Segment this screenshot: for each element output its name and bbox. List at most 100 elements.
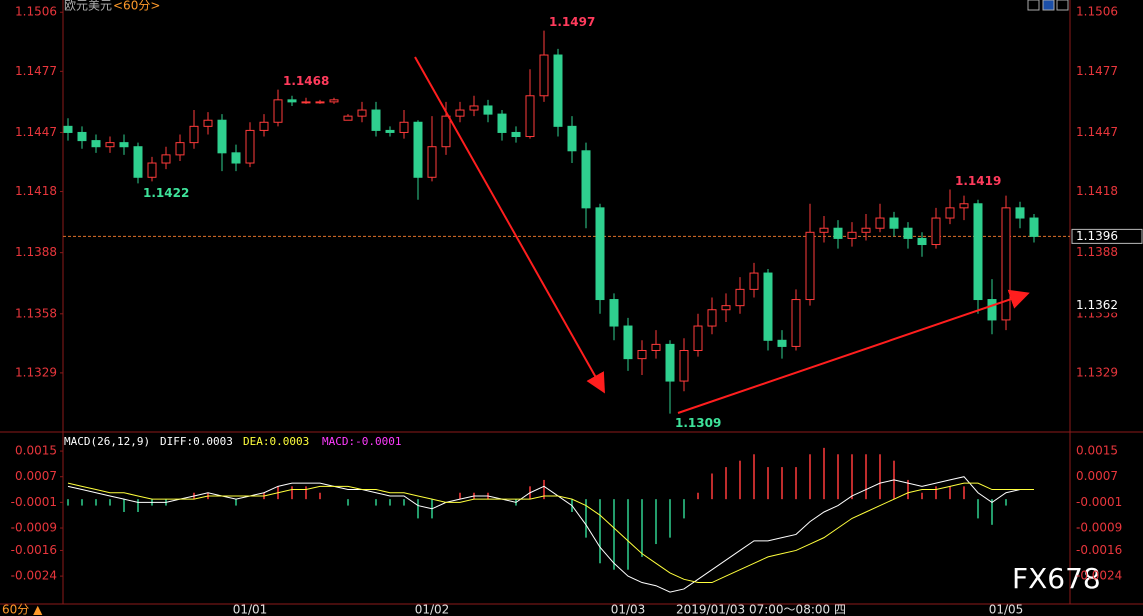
extreme-label: 1.1422 bbox=[143, 186, 189, 200]
candle-body bbox=[931, 217, 941, 246]
y-tick-label: 0.0015 bbox=[15, 444, 57, 458]
y-tick-label: 1.1388 bbox=[15, 245, 57, 259]
y-tick-label: -0.0009 bbox=[1076, 521, 1122, 535]
y-tick-label: 1.1477 bbox=[1076, 64, 1118, 78]
candle-body bbox=[847, 231, 857, 239]
y-tick-label: 1.1506 bbox=[15, 5, 57, 19]
candle-body bbox=[161, 154, 171, 164]
watermark: FX678 bbox=[1012, 562, 1101, 595]
candle-body bbox=[483, 105, 493, 115]
macd-line bbox=[67, 476, 1034, 593]
candle-body bbox=[721, 305, 731, 311]
candle-body bbox=[637, 349, 647, 360]
candle-body bbox=[511, 131, 521, 138]
candle-body bbox=[119, 142, 129, 148]
candle-body bbox=[105, 142, 115, 148]
macd-title: MACD(26,12,9) bbox=[64, 435, 150, 448]
extreme-label: 1.1497 bbox=[549, 15, 595, 29]
candle-body bbox=[805, 231, 815, 301]
y-tick-label: 0.0015 bbox=[1076, 444, 1118, 458]
candle-body bbox=[973, 203, 983, 301]
candle-body bbox=[665, 343, 675, 382]
x-tick-label: 01/03 bbox=[611, 603, 646, 616]
last-price-label: 1.1396 bbox=[1076, 229, 1118, 243]
icon[interactable] bbox=[1027, 0, 1040, 11]
candle-body bbox=[651, 343, 661, 351]
candle-body bbox=[1029, 217, 1039, 237]
candle-body bbox=[595, 207, 605, 301]
candle-body bbox=[1015, 207, 1025, 219]
candle-body bbox=[469, 105, 479, 111]
macd-line bbox=[67, 482, 1034, 584]
x-tick-label: 01/02 bbox=[415, 603, 450, 616]
extreme-label: 1.1468 bbox=[283, 74, 329, 88]
instrument-name: 欧元美元 bbox=[64, 0, 112, 13]
candle-body bbox=[427, 146, 437, 178]
candle-body bbox=[385, 129, 395, 133]
candle-body bbox=[77, 131, 87, 142]
icon[interactable] bbox=[1042, 0, 1055, 11]
y-tick-label: -0.0024 bbox=[1076, 569, 1122, 583]
candle-body bbox=[245, 129, 255, 164]
candle-body bbox=[749, 272, 759, 290]
y-tick-label: -0.0001 bbox=[1076, 495, 1122, 509]
candle-body bbox=[217, 119, 227, 154]
cursor-price-label: 1.1362 bbox=[1076, 298, 1118, 312]
y-tick-label: 1.1447 bbox=[1076, 125, 1118, 139]
y-tick-label: 0.0007 bbox=[15, 469, 57, 483]
candle-body bbox=[91, 140, 101, 148]
y-tick-label: 1.1329 bbox=[15, 365, 57, 379]
candle-body bbox=[903, 227, 913, 239]
candle-body bbox=[497, 113, 507, 133]
y-tick-label: 1.1418 bbox=[15, 184, 57, 198]
y-tick-label: -0.0024 bbox=[11, 569, 57, 583]
candle-body bbox=[791, 299, 801, 347]
candle-body bbox=[525, 95, 535, 138]
candle-body bbox=[189, 125, 199, 144]
candle-body bbox=[679, 349, 689, 382]
candle-body bbox=[959, 203, 969, 209]
x-tick-label: 01/01 bbox=[233, 603, 268, 616]
candle-body bbox=[329, 99, 339, 103]
candle-body bbox=[889, 217, 899, 229]
candle-body bbox=[441, 115, 451, 148]
y-tick-label: -0.0016 bbox=[11, 543, 57, 557]
x-tick-label: 01/05 bbox=[989, 603, 1024, 616]
candle-body bbox=[147, 162, 157, 178]
candle-body bbox=[1001, 207, 1011, 321]
y-tick-label: 1.1388 bbox=[1076, 245, 1118, 259]
y-tick-label: 1.1358 bbox=[15, 306, 57, 320]
y-tick-label: -0.0016 bbox=[1076, 543, 1122, 557]
candle-body bbox=[539, 54, 549, 97]
y-tick-label: 1.1418 bbox=[1076, 184, 1118, 198]
candle-body bbox=[301, 101, 311, 104]
footer-time: 2019/01/03 07:00～08:00 四 bbox=[676, 603, 846, 616]
candle-body bbox=[735, 288, 745, 307]
footer-period[interactable]: 60分 ▲ bbox=[2, 603, 43, 616]
last-price-box bbox=[1071, 228, 1143, 244]
candle-body bbox=[987, 299, 997, 321]
toolbar-icons[interactable] bbox=[1027, 0, 1069, 11]
candle-body bbox=[203, 119, 213, 127]
macd-status: DEA:0.0003 bbox=[243, 435, 309, 448]
macd-status: DIFF:0.0003 bbox=[160, 435, 233, 448]
candle-body bbox=[581, 150, 591, 209]
candle-body bbox=[399, 121, 409, 133]
candle-body bbox=[777, 339, 787, 347]
candle-body bbox=[175, 142, 185, 156]
y-tick-label: 1.1506 bbox=[1076, 5, 1118, 19]
y-tick-label: 0.0007 bbox=[1076, 469, 1118, 483]
icon[interactable] bbox=[1056, 0, 1069, 11]
extreme-label: 1.1309 bbox=[675, 416, 721, 430]
candle-body bbox=[455, 109, 465, 117]
candle-body bbox=[259, 121, 269, 131]
candle-body bbox=[133, 146, 143, 178]
extreme-label: 1.1419 bbox=[955, 174, 1001, 188]
candle-body bbox=[917, 237, 927, 246]
candle-body bbox=[567, 125, 577, 152]
candle-body bbox=[875, 217, 885, 229]
candle-body bbox=[945, 207, 955, 219]
candle-body bbox=[357, 109, 367, 117]
y-tick-label: -0.0009 bbox=[11, 521, 57, 535]
